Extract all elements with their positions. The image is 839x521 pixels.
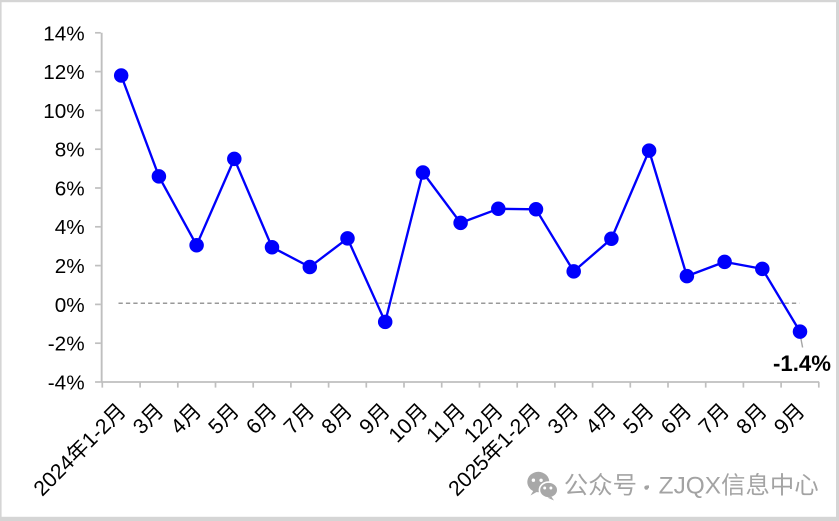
svg-text:4%: 4% — [55, 216, 85, 239]
svg-text:14%: 14% — [43, 22, 84, 45]
svg-text:-4%: -4% — [48, 371, 85, 394]
svg-text:8%: 8% — [55, 139, 85, 162]
svg-text:-1.4%: -1.4% — [773, 351, 831, 376]
svg-text:12%: 12% — [43, 61, 84, 84]
svg-text:10%: 10% — [43, 100, 84, 123]
svg-text:2%: 2% — [55, 255, 85, 278]
svg-text:0%: 0% — [55, 294, 85, 317]
svg-text:6%: 6% — [55, 177, 85, 200]
svg-text:-2%: -2% — [48, 333, 85, 356]
svg-text:· ZJQX: · ZJQX — [637, 473, 721, 500]
